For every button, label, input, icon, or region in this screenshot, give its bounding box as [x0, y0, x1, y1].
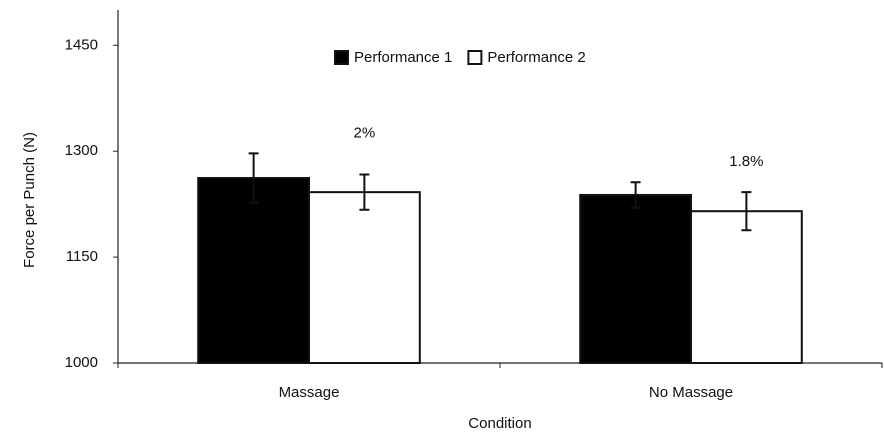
y-tick-label: 1150 — [66, 248, 98, 265]
bar — [690, 210, 803, 364]
bar — [197, 177, 310, 364]
bar — [579, 193, 692, 364]
x-tick-label: Massage — [279, 384, 340, 401]
y-tick-label: 1000 — [65, 354, 98, 371]
legend-label: Performance 1 — [354, 49, 452, 66]
y-tick-label: 1450 — [65, 36, 98, 53]
error-bar — [359, 173, 370, 211]
error-bar — [248, 152, 259, 204]
legend-swatch — [334, 50, 349, 65]
y-tick-label: 1300 — [65, 142, 98, 159]
y-axis-label: Force per Punch (N) — [21, 132, 38, 268]
legend-swatch — [467, 50, 483, 65]
x-axis-label: Condition — [468, 415, 531, 432]
error-bar — [741, 191, 752, 232]
x-tick-label: No Massage — [649, 384, 733, 401]
error-bar — [630, 181, 641, 209]
bar — [308, 191, 421, 364]
annotation: 2% — [354, 124, 376, 141]
annotation: 1.8% — [729, 153, 763, 170]
legend-label: Performance 2 — [487, 49, 585, 66]
